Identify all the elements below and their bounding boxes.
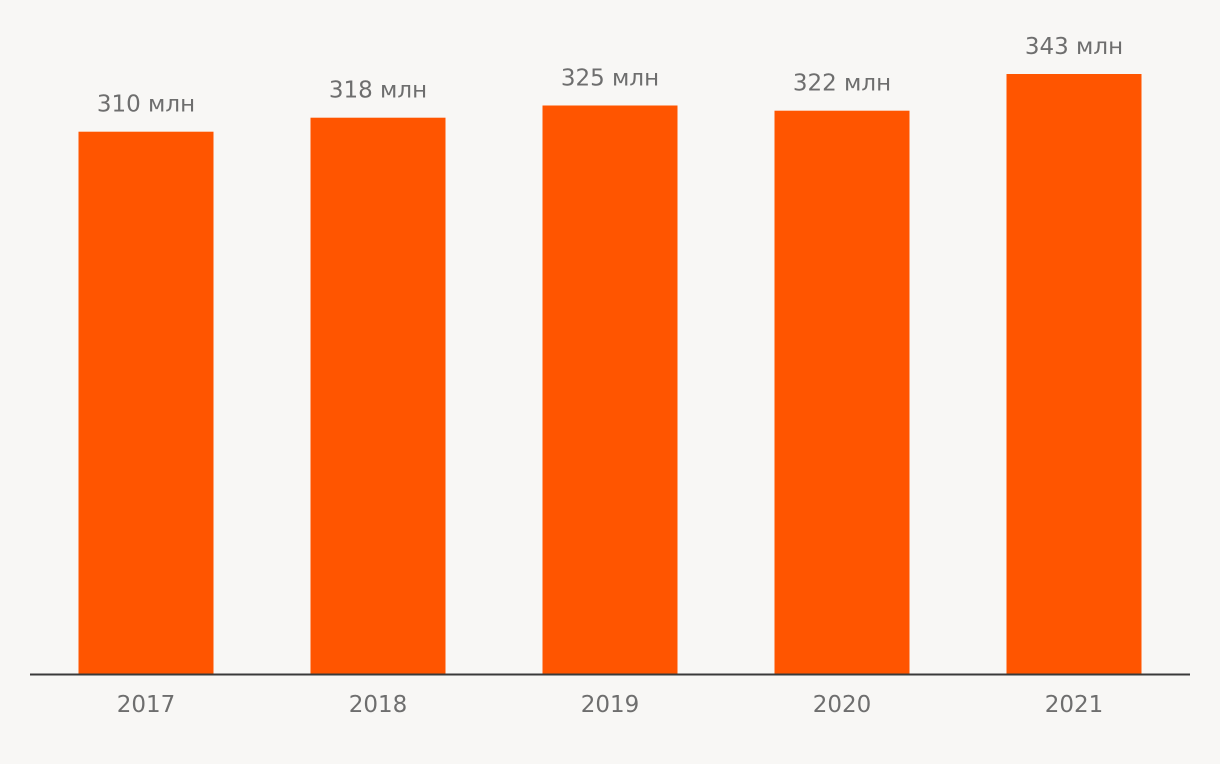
x-tick-label-2017: 2017 <box>117 692 176 718</box>
bar-2018 <box>310 117 446 674</box>
data-label-2017: 310 млн <box>97 92 195 118</box>
data-labels-group: 310 млн 318 млн 325 млн 322 млн 343 млн <box>97 34 1123 118</box>
bar-2019 <box>542 105 678 674</box>
bar-2021 <box>1006 74 1142 674</box>
data-label-2021: 343 млн <box>1025 34 1123 60</box>
data-label-2019: 325 млн <box>561 66 659 92</box>
bar-2020 <box>774 110 910 674</box>
data-label-2020: 322 млн <box>793 71 891 97</box>
x-tick-label-2018: 2018 <box>349 692 408 718</box>
x-tick-labels-group: 2017 2018 2019 2020 2021 <box>117 692 1104 718</box>
x-tick-label-2019: 2019 <box>581 692 640 718</box>
bars-group <box>78 74 1142 674</box>
bar-2017 <box>78 131 214 674</box>
x-tick-label-2021: 2021 <box>1045 692 1104 718</box>
x-tick-label-2020: 2020 <box>813 692 872 718</box>
data-label-2018: 318 млн <box>329 78 427 104</box>
